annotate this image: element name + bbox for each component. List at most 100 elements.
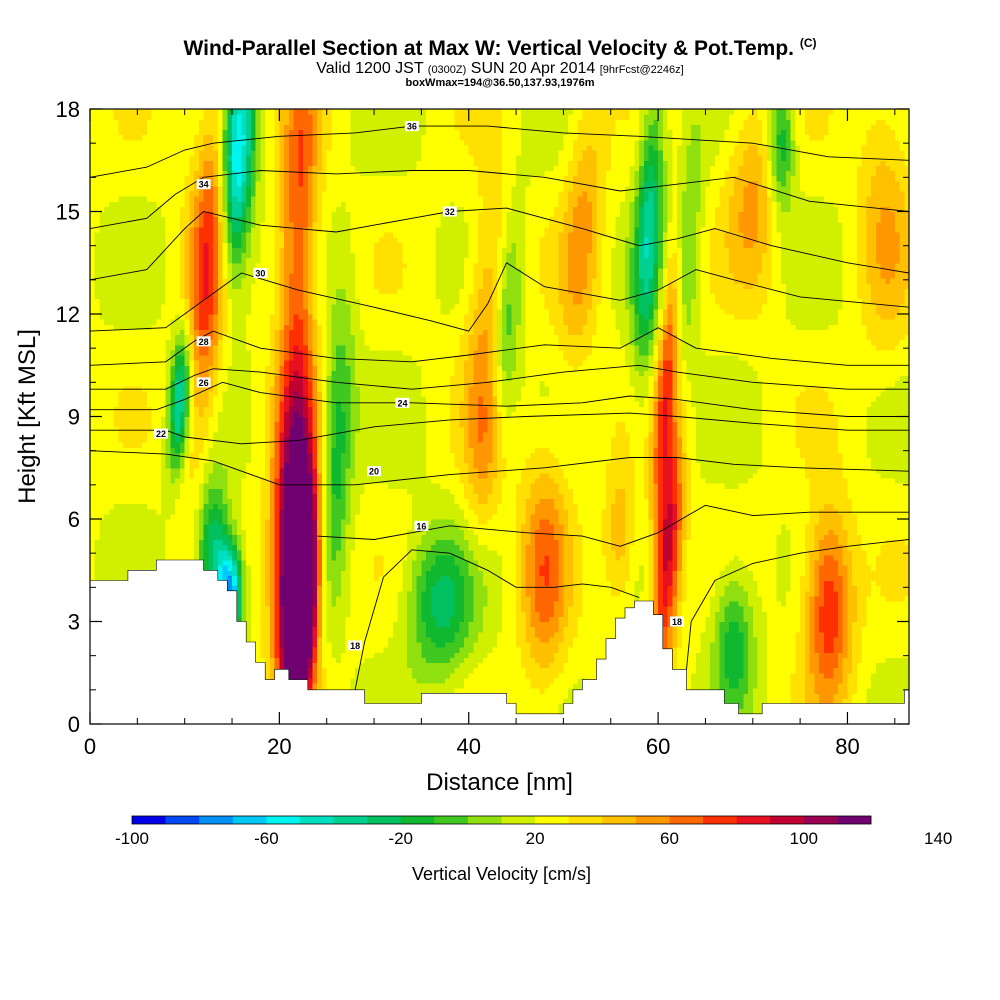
velocity-cell — [194, 150, 200, 156]
velocity-cell — [94, 467, 100, 474]
velocity-cell — [269, 657, 276, 664]
velocity-cell — [142, 503, 148, 510]
velocity-cell — [179, 437, 186, 443]
velocity-cell — [108, 457, 115, 464]
velocity-cell — [142, 401, 148, 407]
velocity-cell — [241, 442, 247, 448]
velocity-cell — [194, 124, 200, 131]
velocity-cell — [217, 498, 224, 505]
velocity-cell — [118, 273, 124, 279]
velocity-cell — [146, 242, 153, 248]
velocity-cell — [142, 119, 148, 125]
velocity-cell — [179, 442, 186, 448]
velocity-cell — [94, 329, 100, 336]
velocity-cell — [189, 437, 195, 443]
velocity-cell — [260, 226, 266, 233]
velocity-cell — [217, 242, 224, 248]
velocity-cell — [165, 129, 171, 136]
velocity-cell — [236, 165, 243, 172]
velocity-cell — [274, 144, 280, 151]
velocity-cell — [194, 503, 200, 510]
velocity-cell — [213, 278, 219, 284]
velocity-cell — [189, 303, 195, 310]
velocity-cell — [94, 191, 100, 197]
velocity-cell — [274, 478, 280, 484]
velocity-cell — [123, 308, 129, 315]
velocity-cell — [184, 165, 190, 172]
velocity-cell — [151, 524, 157, 530]
velocity-cell — [99, 493, 105, 500]
velocity-cell — [146, 513, 153, 520]
velocity-cell — [194, 314, 200, 320]
velocity-cell — [246, 493, 252, 500]
velocity-cell — [184, 411, 190, 418]
velocity-cell — [269, 334, 276, 341]
velocity-cell — [279, 636, 285, 643]
velocity-cell — [132, 437, 138, 443]
velocity-cell — [222, 416, 228, 423]
velocity-cell — [284, 406, 290, 412]
velocity-cell — [213, 298, 219, 305]
velocity-cell — [232, 298, 238, 305]
velocity-cell — [127, 196, 134, 202]
velocity-cell — [132, 365, 138, 371]
velocity-cell — [227, 431, 233, 438]
velocity-cell — [255, 150, 261, 156]
velocity-cell — [99, 396, 105, 402]
velocity-cell — [213, 314, 219, 320]
velocity-cell — [217, 308, 224, 315]
velocity-cell — [94, 534, 100, 541]
velocity-cell — [227, 442, 233, 448]
velocity-cell — [222, 472, 228, 479]
velocity-cell — [208, 196, 214, 202]
velocity-cell — [175, 191, 181, 197]
velocity-cell — [236, 134, 243, 141]
velocity-cell — [217, 278, 224, 284]
velocity-cell — [251, 308, 257, 315]
velocity-cell — [165, 406, 171, 412]
velocity-cell — [189, 314, 195, 320]
velocity-cell — [208, 549, 214, 556]
velocity-cell — [132, 150, 138, 156]
velocity-cell — [227, 247, 233, 254]
velocity-cell — [236, 457, 243, 464]
velocity-cell — [269, 580, 276, 587]
velocity-cell — [194, 437, 200, 443]
velocity-cell — [99, 226, 105, 233]
velocity-cell — [146, 365, 153, 371]
velocity-cell — [132, 196, 138, 202]
velocity-cell — [184, 124, 190, 131]
velocity-cell — [236, 191, 243, 197]
velocity-cell — [198, 396, 205, 402]
velocity-cell — [137, 206, 143, 213]
velocity-cell — [279, 365, 285, 371]
velocity-cell — [260, 324, 266, 330]
velocity-cell — [184, 360, 190, 366]
velocity-cell — [137, 421, 143, 428]
velocity-cell — [175, 201, 181, 207]
velocity-cell — [213, 134, 219, 141]
velocity-cell — [104, 416, 110, 423]
velocity-cell — [274, 242, 280, 248]
velocity-cell — [236, 349, 243, 356]
velocity-cell — [194, 308, 200, 315]
velocity-cell — [279, 616, 285, 623]
velocity-cell — [198, 232, 205, 238]
velocity-cell — [99, 534, 105, 541]
velocity-cell — [232, 467, 238, 474]
velocity-cell — [108, 298, 115, 305]
velocity-cell — [179, 278, 186, 284]
velocity-cell — [113, 180, 119, 187]
velocity-cell — [175, 170, 181, 177]
velocity-cell — [123, 221, 129, 228]
velocity-cell — [222, 201, 228, 207]
velocity-cell — [241, 196, 247, 202]
velocity-cell — [108, 283, 115, 289]
velocity-cell — [189, 360, 195, 366]
velocity-cell — [142, 437, 148, 443]
velocity-cell — [184, 493, 190, 500]
velocity-cell — [213, 416, 219, 423]
velocity-cell — [189, 170, 195, 177]
velocity-cell — [198, 390, 205, 397]
velocity-cell — [251, 319, 257, 325]
